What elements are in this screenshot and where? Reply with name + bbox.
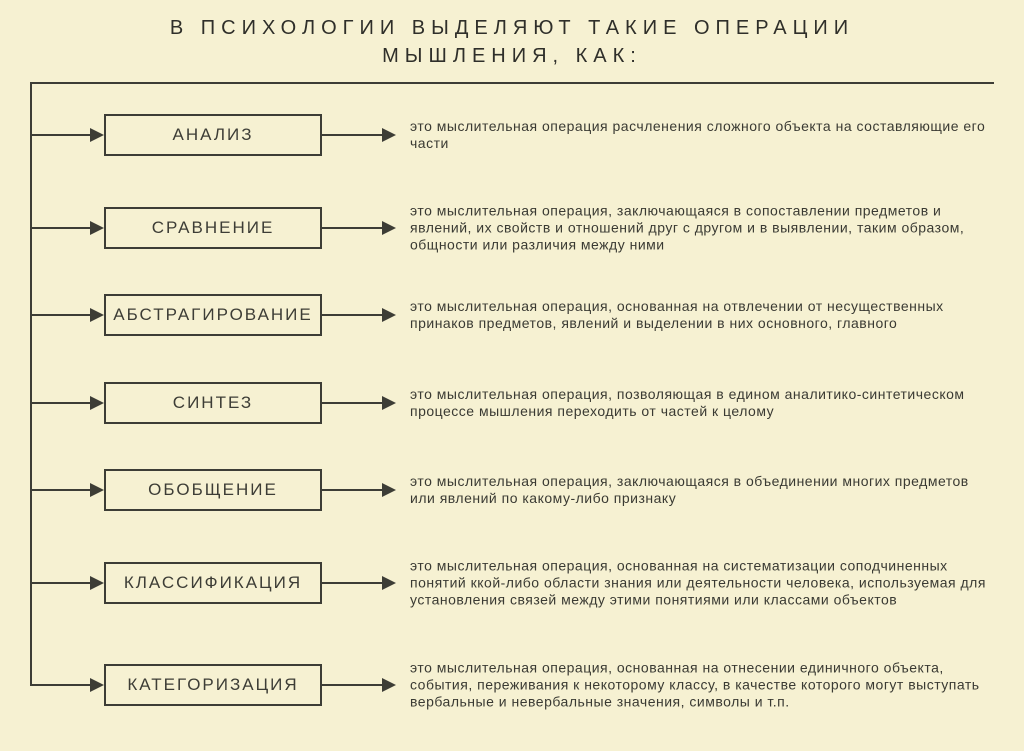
operation-label: СИНТЕЗ	[173, 393, 253, 413]
operation-row: СРАВНЕНИЕэто мыслительная операция, закл…	[20, 227, 994, 229]
operation-description: это мыслительная операция, основанная на…	[410, 659, 990, 710]
operation-box: СИНТЕЗ	[104, 382, 322, 424]
arrow-icon	[90, 308, 104, 322]
operation-box: СРАВНЕНИЕ	[104, 207, 322, 249]
branch-line	[30, 582, 90, 584]
operation-row: КЛАССИФИКАЦИЯэто мыслительная операция, …	[20, 582, 994, 584]
arrow-icon	[90, 128, 104, 142]
arrow-icon	[90, 576, 104, 590]
arrow-icon	[382, 128, 396, 142]
operation-row: ОБОБЩЕНИЕэто мыслительная операция, закл…	[20, 489, 994, 491]
arrow-icon	[382, 396, 396, 410]
arrow-icon	[382, 678, 396, 692]
operation-row: АНАЛИЗэто мыслительная операция расчлене…	[20, 134, 994, 136]
arrow-icon	[90, 678, 104, 692]
operation-label: ОБОБЩЕНИЕ	[148, 480, 278, 500]
operation-description: это мыслительная операция, заключающаяся…	[410, 202, 990, 253]
operation-label: КАТЕГОРИЗАЦИЯ	[127, 675, 298, 695]
operation-description: это мыслительная операция, основанная на…	[410, 298, 990, 332]
connector-line	[322, 134, 382, 136]
operation-label: СРАВНЕНИЕ	[152, 218, 275, 238]
arrow-icon	[382, 308, 396, 322]
operation-box: АНАЛИЗ	[104, 114, 322, 156]
connector-line	[322, 684, 382, 686]
connector-line	[322, 402, 382, 404]
branch-line	[30, 489, 90, 491]
operation-description: это мыслительная операция, основанная на…	[410, 557, 990, 608]
title-line-1: В ПСИХОЛОГИИ ВЫДЕЛЯЮТ ТАКИЕ ОПЕРАЦИИ	[170, 17, 854, 39]
arrow-icon	[382, 483, 396, 497]
connector-line	[322, 314, 382, 316]
operation-description: это мыслительная операция, позволяющая в…	[410, 386, 990, 420]
operation-description: это мыслительная операция расчленения сл…	[410, 118, 990, 152]
branch-line	[30, 314, 90, 316]
connector-line	[322, 489, 382, 491]
arrow-icon	[90, 483, 104, 497]
operation-label: АБСТРАГИРОВАНИЕ	[113, 305, 313, 325]
arrow-icon	[90, 221, 104, 235]
connector-line	[322, 582, 382, 584]
operation-box: ОБОБЩЕНИЕ	[104, 469, 322, 511]
operation-row: АБСТРАГИРОВАНИЕэто мыслительная операция…	[20, 314, 994, 316]
connector-line	[322, 227, 382, 229]
diagram-title: В ПСИХОЛОГИИ ВЫДЕЛЯЮТ ТАКИЕ ОПЕРАЦИИ МЫШ…	[0, 0, 1024, 70]
operation-description: это мыслительная операция, заключающаяся…	[410, 473, 990, 507]
branch-line	[30, 402, 90, 404]
branch-line	[30, 227, 90, 229]
operation-label: КЛАССИФИКАЦИЯ	[124, 573, 302, 593]
operation-box: АБСТРАГИРОВАНИЕ	[104, 294, 322, 336]
arrow-icon	[382, 576, 396, 590]
arrow-icon	[90, 396, 104, 410]
branch-line	[30, 684, 90, 686]
operation-row: СИНТЕЗэто мыслительная операция, позволя…	[20, 402, 994, 404]
operations-diagram: АНАЛИЗ это мыслительная операция расчлене…	[20, 82, 994, 741]
operation-row: КАТЕГОРИЗАЦИЯэто мыслительная операция, …	[20, 684, 994, 686]
trunk-top-line	[30, 82, 994, 84]
operation-box: КЛАССИФИКАЦИЯ	[104, 562, 322, 604]
operation-label: АНАЛИЗ	[173, 125, 254, 145]
arrow-icon	[382, 221, 396, 235]
trunk-line	[30, 82, 32, 684]
branch-line	[30, 134, 90, 136]
operation-box: КАТЕГОРИЗАЦИЯ	[104, 664, 322, 706]
title-line-2: МЫШЛЕНИЯ, КАК:	[382, 45, 642, 67]
